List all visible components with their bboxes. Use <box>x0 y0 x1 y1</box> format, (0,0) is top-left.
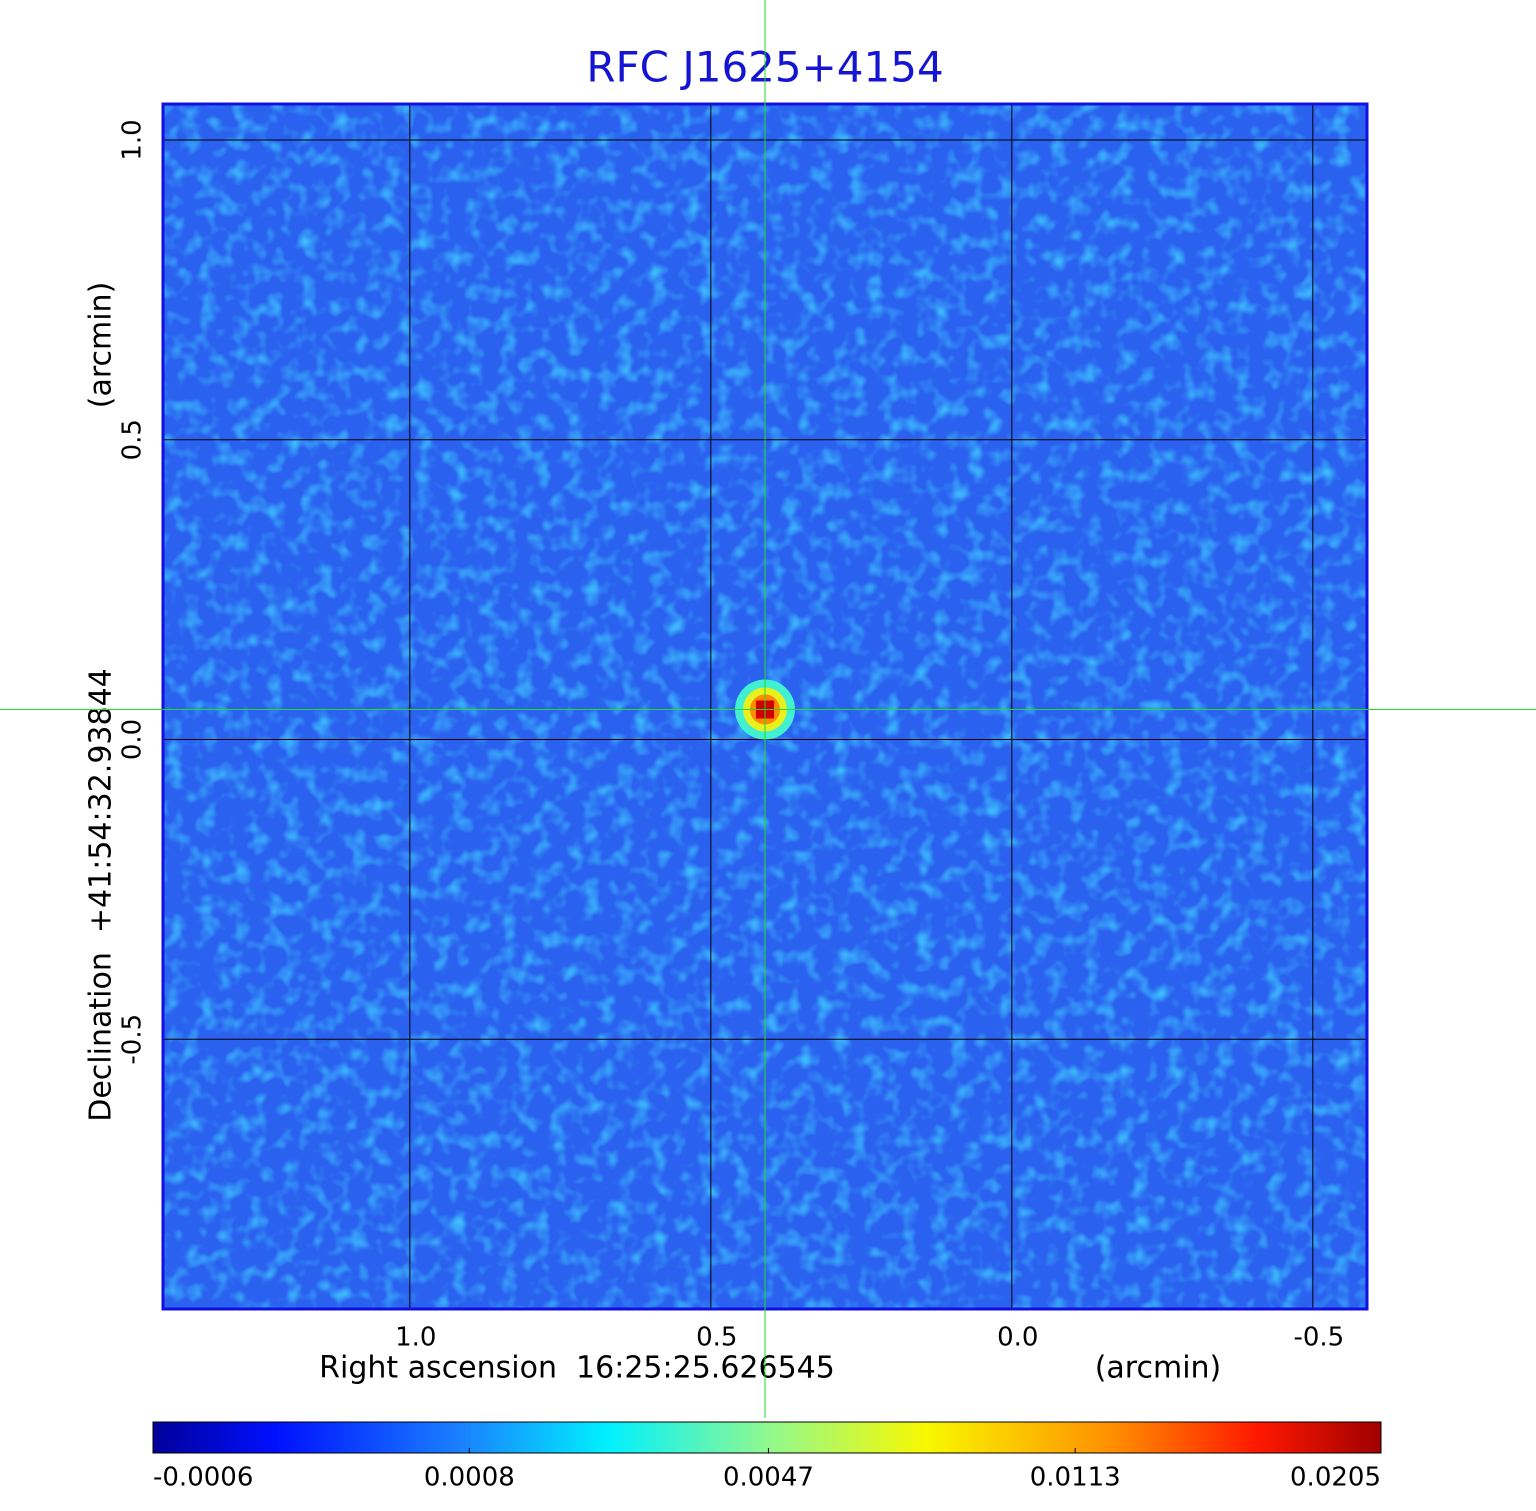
x-tick-label: 0.0 <box>997 1323 1038 1353</box>
colorbar-tick-label: 0.0205 <box>1290 1463 1381 1493</box>
y-tick-label: 1.0 <box>118 119 148 160</box>
x-axis-unit: (arcmin) <box>1095 1351 1222 1386</box>
y-tick-label: 0.0 <box>118 719 148 760</box>
x-tick-label: 1.0 <box>395 1323 436 1353</box>
colorbar-tick-label: -0.0006 <box>153 1463 253 1493</box>
colorbar <box>152 1421 1382 1454</box>
colorbar-tick-label: 0.0047 <box>723 1463 814 1493</box>
x-axis-label: Right ascension 16:25:25.626545 <box>319 1351 835 1386</box>
x-tick-label: -0.5 <box>1293 1323 1344 1353</box>
colorbar-tick-label: 0.0008 <box>424 1463 515 1493</box>
y-tick-label: 0.5 <box>118 419 148 460</box>
y-axis-label: Declination +41:54:32.93844 <box>84 668 119 1122</box>
x-tick-label: 0.5 <box>696 1323 737 1353</box>
colorbar-tick-label: 0.0113 <box>1030 1463 1121 1493</box>
y-axis-unit: (arcmin) <box>84 282 119 409</box>
y-tick-label: -0.5 <box>118 1014 148 1065</box>
